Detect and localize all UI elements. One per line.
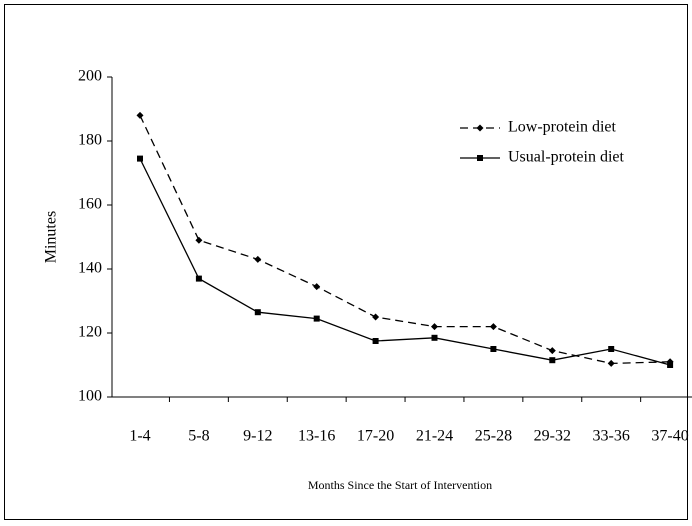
point (490, 346, 497, 352)
y-tick-label: 200 (78, 68, 102, 85)
y-tick-label: 160 (78, 196, 102, 213)
y-tick-label: 180 (78, 132, 102, 149)
x-tick-label: 17-20 (357, 428, 394, 445)
y-tick-label: 140 (78, 260, 102, 277)
point (372, 313, 380, 321)
x-tick-label: 13-16 (298, 428, 335, 445)
legend-marker (476, 124, 484, 132)
x-tick-label: 29-32 (534, 428, 571, 445)
x-tick-label: 5-8 (188, 428, 209, 445)
series-line (139, 158, 671, 366)
y-axis-label: Minutes (43, 211, 60, 263)
point (136, 111, 144, 119)
point (137, 155, 143, 162)
legend-label: Usual-protein diet (508, 149, 625, 166)
point (431, 323, 438, 331)
point (549, 357, 556, 364)
point (195, 275, 202, 282)
x-axis-label: Months Since the Start of Intervention (308, 478, 492, 492)
point (372, 338, 379, 344)
point (254, 309, 261, 316)
x-tick-label: 25-28 (475, 428, 512, 445)
x-tick-label: 1-4 (129, 428, 150, 445)
legend-marker (477, 155, 483, 161)
legend-label: Low-protein diet (508, 119, 617, 136)
x-tick-label: 33-36 (593, 428, 630, 445)
point (489, 323, 497, 331)
x-tick-label: 37-40 (651, 428, 688, 445)
point (254, 255, 262, 263)
point (667, 362, 674, 368)
point (548, 347, 556, 355)
y-tick-label: 120 (78, 324, 102, 341)
point (313, 283, 321, 291)
y-tick-label: 100 (78, 388, 102, 405)
point (607, 359, 615, 367)
point (431, 334, 438, 341)
chart-frame (4, 4, 688, 520)
point (195, 236, 203, 244)
x-tick-label: 21-24 (416, 428, 453, 445)
x-tick-label: 9-12 (243, 428, 272, 445)
point (608, 346, 615, 352)
point (313, 315, 320, 322)
